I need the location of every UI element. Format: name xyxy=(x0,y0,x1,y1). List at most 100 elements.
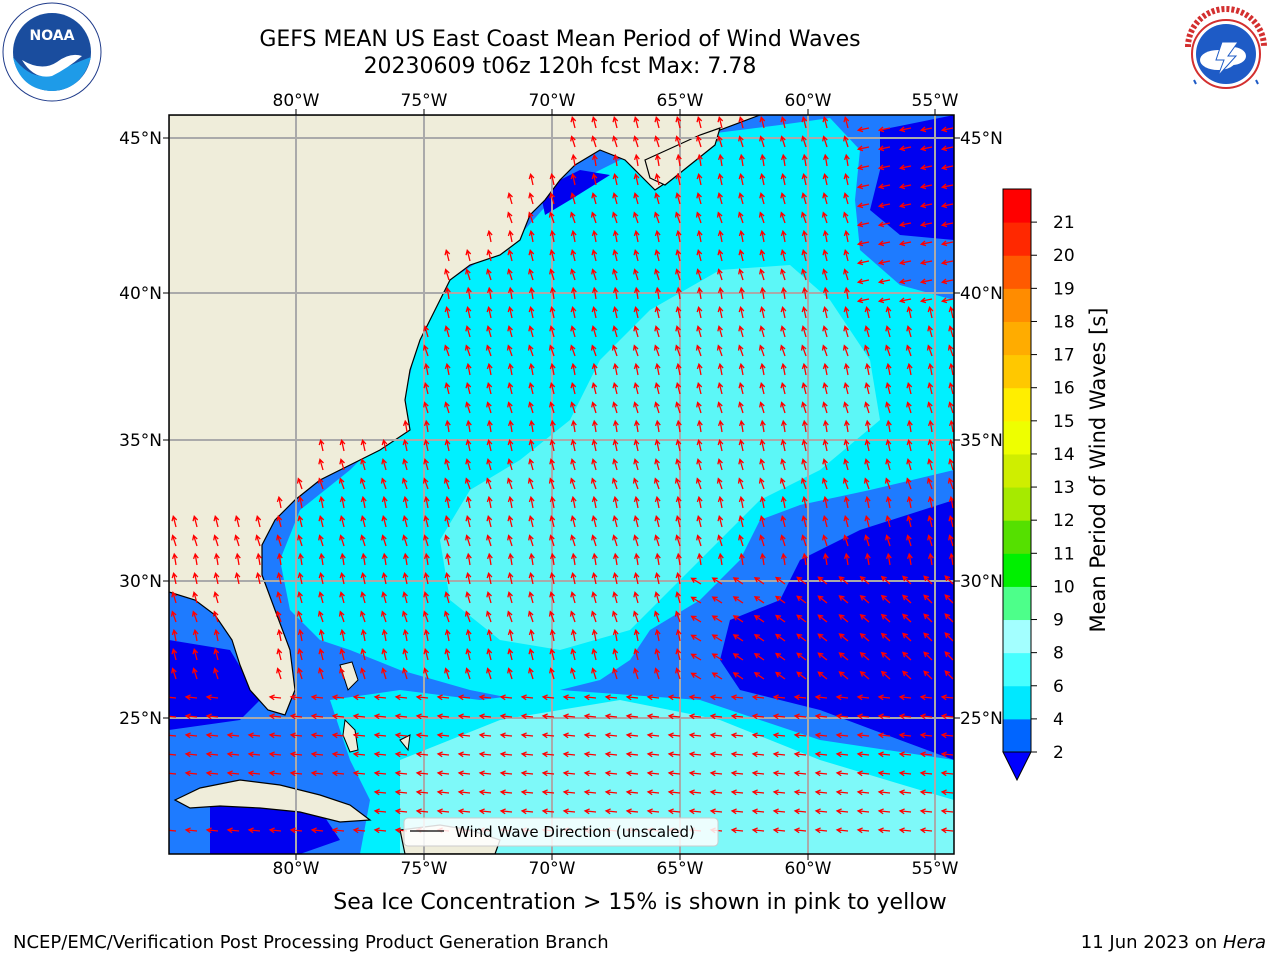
wind-wave-arrow xyxy=(548,610,555,623)
wind-wave-arrow xyxy=(898,202,912,209)
wind-wave-arrow xyxy=(423,495,430,509)
wind-wave-arrow xyxy=(192,648,199,661)
wind-wave-arrow xyxy=(633,667,639,680)
wind-wave-arrow xyxy=(318,571,325,585)
wind-wave-arrow xyxy=(255,571,262,585)
wind-wave-arrow xyxy=(696,458,702,471)
wind-wave-arrow xyxy=(814,770,828,777)
wind-wave-arrow xyxy=(709,789,723,796)
wind-wave-arrow xyxy=(548,211,555,224)
wind-wave-arrow xyxy=(486,325,492,338)
wind-wave-arrow xyxy=(465,628,472,642)
wind-wave-arrow xyxy=(485,477,492,490)
wind-wave-arrow xyxy=(732,577,744,585)
wind-wave-arrow xyxy=(838,671,849,680)
wind-wave-arrow xyxy=(696,552,703,566)
wind-wave-arrow xyxy=(549,286,556,300)
wind-wave-arrow xyxy=(751,808,765,815)
wind-wave-arrow xyxy=(612,135,618,148)
wind-wave-arrow xyxy=(822,458,828,471)
wind-wave-arrow xyxy=(759,552,766,566)
wind-wave-arrow xyxy=(486,286,493,300)
wind-wave-arrow xyxy=(507,458,513,471)
wind-wave-arrow xyxy=(885,458,891,471)
wind-wave-arrow xyxy=(753,652,765,661)
wind-wave-arrow xyxy=(709,808,723,815)
wind-wave-arrow xyxy=(276,552,283,566)
wind-wave-arrow xyxy=(774,595,786,604)
wind-wave-arrow xyxy=(738,268,744,281)
wind-wave-arrow xyxy=(821,211,828,224)
wind-wave-arrow xyxy=(835,713,849,720)
wind-wave-arrow xyxy=(528,628,535,642)
wind-wave-arrow xyxy=(486,628,493,642)
wind-wave-arrow xyxy=(780,268,786,281)
wind-wave-arrow xyxy=(653,477,660,490)
wind-wave-arrow xyxy=(759,135,765,148)
wind-wave-arrow xyxy=(169,770,177,776)
wind-wave-arrow xyxy=(381,438,388,452)
wind-wave-arrow xyxy=(801,135,807,148)
wind-wave-arrow xyxy=(675,591,681,604)
wind-wave-arrow xyxy=(730,694,744,701)
wind-wave-arrow xyxy=(801,438,808,452)
wind-wave-arrow xyxy=(780,438,787,452)
wind-wave-arrow xyxy=(675,534,681,547)
wind-wave-arrow xyxy=(625,732,639,739)
colorbar-tick-label: 20 xyxy=(1053,246,1075,266)
wind-wave-arrow xyxy=(570,172,577,186)
wind-wave-arrow xyxy=(359,477,366,490)
wind-wave-arrow xyxy=(591,249,598,262)
wind-wave-arrow xyxy=(838,633,849,642)
wind-wave-arrow xyxy=(863,477,870,490)
wind-wave-arrow xyxy=(541,808,555,815)
wind-wave-arrow xyxy=(738,382,745,395)
wind-wave-arrow xyxy=(570,667,576,680)
wind-wave-arrow xyxy=(373,732,387,739)
wind-wave-arrow xyxy=(774,652,786,661)
wind-wave-arrow xyxy=(856,789,870,796)
wind-wave-arrow xyxy=(717,495,724,509)
wind-wave-arrow xyxy=(339,515,346,528)
wind-wave-arrow xyxy=(549,591,555,604)
wind-wave-arrow xyxy=(591,401,597,414)
wind-wave-arrow xyxy=(184,694,198,701)
wind-wave-arrow xyxy=(654,286,661,300)
wind-wave-arrow xyxy=(901,632,912,642)
wind-wave-arrow xyxy=(507,515,514,528)
wind-wave-arrow xyxy=(759,401,765,414)
wind-wave-arrow xyxy=(583,751,597,758)
wind-wave-arrow xyxy=(226,770,240,777)
wind-wave-arrow xyxy=(822,305,829,319)
colorbar-swatch xyxy=(1003,685,1031,720)
wind-wave-arrow xyxy=(923,632,933,642)
wind-wave-arrow xyxy=(212,610,219,623)
wind-wave-arrow xyxy=(570,362,577,376)
wind-wave-arrow xyxy=(499,789,513,796)
wind-wave-arrow xyxy=(633,172,640,186)
wind-wave-arrow xyxy=(625,713,639,720)
lat-label-right: 40°N xyxy=(960,284,1003,304)
wind-wave-arrow xyxy=(711,596,723,604)
wind-wave-arrow xyxy=(751,713,765,720)
colorbar-swatch xyxy=(1003,189,1031,223)
wind-wave-arrow xyxy=(444,515,451,528)
colorbar-tick-label: 9 xyxy=(1053,611,1064,631)
wind-wave-arrow xyxy=(562,751,576,758)
wind-wave-arrow xyxy=(465,268,471,281)
wind-wave-arrow xyxy=(793,732,807,739)
wind-wave-arrow xyxy=(738,534,744,547)
wind-wave-arrow xyxy=(717,192,723,205)
wind-wave-arrow xyxy=(331,713,345,720)
colorbar-swatch xyxy=(1003,453,1031,488)
wind-wave-arrow xyxy=(859,632,870,642)
wind-wave-arrow xyxy=(717,419,724,433)
wind-wave-arrow xyxy=(717,362,724,376)
wind-wave-arrow xyxy=(822,534,828,547)
wind-wave-arrow xyxy=(738,325,744,338)
wind-wave-arrow xyxy=(738,419,745,433)
wind-wave-arrow xyxy=(919,694,933,701)
wind-wave-arrow xyxy=(919,183,933,190)
wind-wave-arrow xyxy=(822,268,828,281)
